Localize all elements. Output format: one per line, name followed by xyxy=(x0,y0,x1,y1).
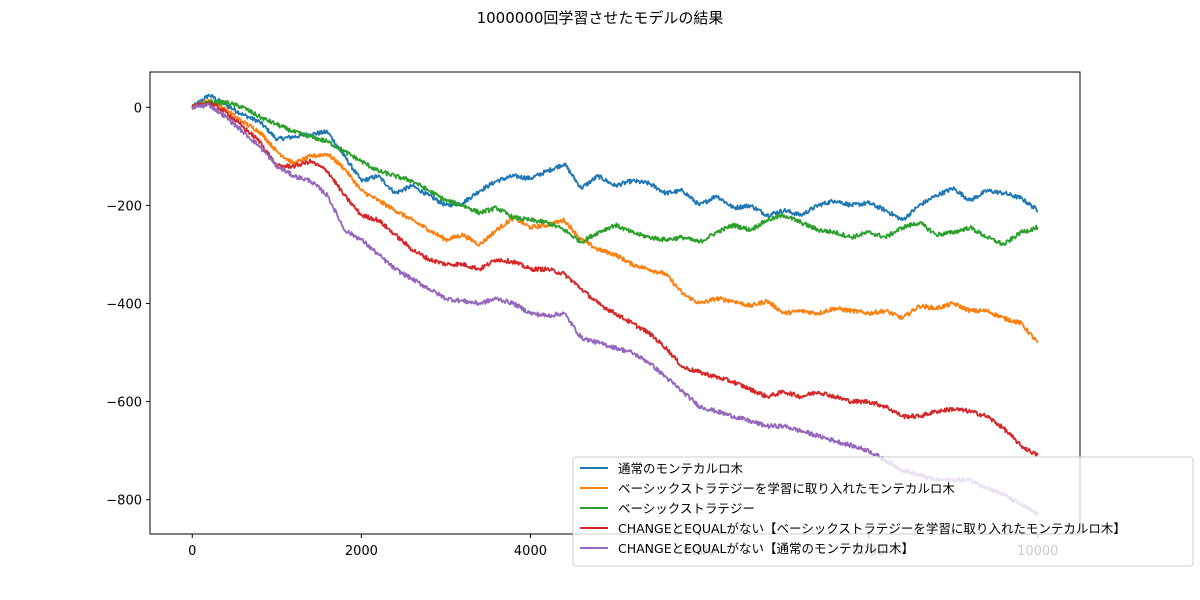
y-tick-label: −200 xyxy=(106,199,142,214)
legend-entries: 通常のモンテカルロ木ベーシックストラテジーを学習に取り入れたモンテカルロ木ベーシ… xyxy=(580,461,1126,556)
series-line-1 xyxy=(191,93,1039,222)
series-line-4 xyxy=(191,101,1039,457)
legend-label-5: CHANGEとEQUALがない【通常のモンテカルロ木】 xyxy=(618,541,914,556)
x-tick-label: 2000 xyxy=(345,544,378,559)
chart-title: 1000000回学習させたモデルの結果 xyxy=(477,9,724,27)
x-tick-label: 0 xyxy=(188,544,196,559)
series-line-2 xyxy=(191,98,1039,344)
legend-box xyxy=(572,456,1194,567)
legend-label-4: CHANGEとEQUALがない【ベーシックストラテジーを学習に取り入れたモンテカ… xyxy=(618,521,1126,536)
y-tick-label: −800 xyxy=(106,494,142,509)
y-tick-label: 0 xyxy=(134,101,142,116)
legend-label-2: ベーシックストラテジーを学習に取り入れたモンテカルロ木 xyxy=(618,481,955,496)
y-tick-label: −600 xyxy=(106,396,142,411)
legend-label-3: ベーシックストラテジー xyxy=(618,501,755,516)
legend: 通常のモンテカルロ木ベーシックストラテジーを学習に取り入れたモンテカルロ木ベーシ… xyxy=(572,456,1194,567)
x-tick-label: 4000 xyxy=(514,544,547,559)
y-tick-label: −400 xyxy=(106,297,142,312)
series-line-3 xyxy=(191,99,1039,246)
legend-label-1: 通常のモンテカルロ木 xyxy=(618,461,744,476)
